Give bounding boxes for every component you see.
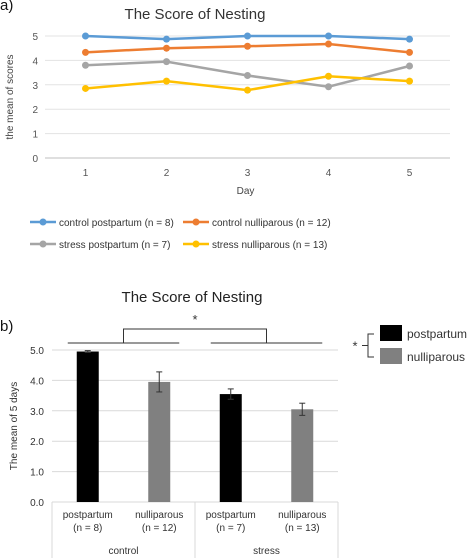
x-tick-sublabel: (n = 8) <box>73 523 102 534</box>
x-tick-sublabel: (n = 12) <box>142 523 177 534</box>
data-point <box>325 72 332 80</box>
legend-marker <box>192 240 200 248</box>
bar <box>148 381 171 502</box>
data-point <box>163 35 170 43</box>
x-tick-label: 5 <box>407 168 413 179</box>
data-point <box>325 40 332 48</box>
bar <box>76 351 99 502</box>
significance-marker: * <box>192 312 197 327</box>
x-tick-label: nulliparous <box>135 510 183 521</box>
legend-bracket <box>367 333 374 358</box>
x-axis-label: Day <box>237 186 255 197</box>
bar-chart: The Score of Nesting 0.0 1.0 2.0 3.0 4.0 5.0 Th… <box>9 289 467 558</box>
data-point <box>325 83 332 91</box>
x-tick-sublabel: (n = 13) <box>285 523 320 534</box>
data-point <box>325 32 332 40</box>
y-tick-label: 5.0 <box>30 346 44 357</box>
legend-label: nulliparous <box>407 350 465 364</box>
x-tick-label: nulliparous <box>278 510 326 521</box>
y-tick-label: 2.0 <box>30 437 44 448</box>
x-tick-label: 3 <box>245 168 251 179</box>
legend-marker <box>192 218 200 226</box>
x-tick-label: 2 <box>164 168 170 179</box>
x-tick-sublabel: (n = 7) <box>216 523 245 534</box>
data-point <box>82 84 89 92</box>
legend-swatch <box>380 348 402 364</box>
bar <box>219 394 242 502</box>
data-point <box>244 32 251 40</box>
x-tick-label: 1 <box>83 168 89 179</box>
y-tick-label: 3 <box>32 81 38 92</box>
y-tick-label: 0 <box>32 154 38 165</box>
y-tick-label: 1.0 <box>30 468 44 479</box>
data-point <box>244 86 251 94</box>
data-point <box>406 35 413 43</box>
y-tick-label: 2 <box>32 105 38 116</box>
x-tick-label: postpartum <box>63 510 113 521</box>
data-point <box>163 58 170 66</box>
x-tick-label: postpartum <box>206 510 256 521</box>
y-axis-label: the mean of scores <box>5 54 16 139</box>
legend-label: postpartum <box>407 327 467 341</box>
y-tick-label: 0.0 <box>30 498 44 509</box>
y-tick-label: 4.0 <box>30 376 44 387</box>
group-label: stress <box>253 546 280 557</box>
chart-title: The Score of Nesting <box>125 6 266 23</box>
panel-label-a: a) <box>0 0 14 14</box>
y-axis-label: The mean of 5 days <box>9 382 20 470</box>
group-label: control <box>108 546 138 557</box>
data-point <box>244 42 251 50</box>
y-tick-label: 4 <box>32 56 38 67</box>
legend-label: control nulliparous (n = 12) <box>212 218 331 229</box>
legend-label: stress postpartum (n = 7) <box>59 240 170 251</box>
data-point <box>163 44 170 52</box>
significance-bracket <box>123 328 267 343</box>
legend-label: control postpartum (n = 8) <box>59 218 174 229</box>
data-point <box>82 48 89 56</box>
legend-marker <box>39 240 47 248</box>
data-point <box>244 72 251 80</box>
data-point <box>82 32 89 40</box>
data-point <box>82 61 89 69</box>
y-tick-label: 3.0 <box>30 407 44 418</box>
data-point <box>406 48 413 56</box>
legend-marker <box>39 218 47 226</box>
legend-swatch <box>380 325 402 341</box>
legend-significance-marker: * <box>352 339 357 354</box>
panel-label-b: b) <box>0 318 14 335</box>
y-tick-label: 5 <box>32 32 38 43</box>
data-point <box>406 62 413 70</box>
data-point <box>406 77 413 85</box>
line-chart: The Score of Nesting 0 1 2 3 4 5 1 2 3 4 5 Day the me… <box>5 6 450 251</box>
bar <box>291 409 314 502</box>
data-point <box>163 77 170 85</box>
chart-title: The Score of Nesting <box>122 289 263 306</box>
y-tick-label: 1 <box>32 130 38 141</box>
legend-label: stress nulliparous (n = 13) <box>212 240 327 251</box>
x-tick-label: 4 <box>326 168 332 179</box>
